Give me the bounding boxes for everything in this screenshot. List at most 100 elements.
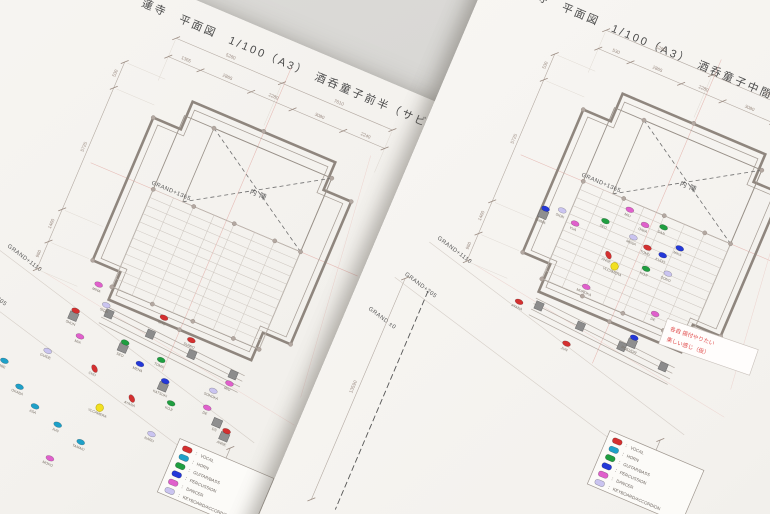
svg-text:VLCAMERA: VLCAMERA xyxy=(87,408,107,420)
performer-marker: ANNE xyxy=(216,428,231,448)
column-dot xyxy=(231,221,237,226)
column-dot xyxy=(150,301,155,307)
svg-text:SHO: SHO xyxy=(157,320,166,327)
performer-marker: SHUN xyxy=(65,307,80,327)
grand-level-label: GRAND+1365 xyxy=(150,180,191,202)
performer-marker: OKABA xyxy=(11,383,25,397)
column-dot xyxy=(288,342,293,347)
column-dot xyxy=(261,129,266,134)
column-dot xyxy=(272,238,278,244)
column-dot xyxy=(150,115,156,120)
svg-text:SEO: SEO xyxy=(116,352,125,359)
svg-text:AYANA: AYANA xyxy=(123,400,136,408)
stair-post xyxy=(144,328,156,340)
performer-marker: SONO xyxy=(660,270,673,283)
svg-text:1460: 1460 xyxy=(477,210,486,222)
column-dot xyxy=(109,284,115,290)
legend-chip-vocal xyxy=(612,437,623,446)
performer-marker: DE xyxy=(650,310,660,323)
svg-text:ROKUDAI: ROKUDAI xyxy=(621,345,638,355)
svg-text:MINA: MINA xyxy=(91,286,101,293)
performer-marker: NARU xyxy=(144,430,156,444)
performer-marker: KOJI xyxy=(164,400,176,412)
performer-marker: JUN xyxy=(51,421,62,434)
performer-marker: MOKO xyxy=(42,455,55,468)
stair-post xyxy=(103,308,115,320)
svg-text:KOJI: KOJI xyxy=(164,405,173,412)
svg-text:SION: SION xyxy=(99,307,109,314)
column-dot xyxy=(539,276,545,282)
svg-text:ANNE: ANNE xyxy=(601,257,612,265)
column-dot xyxy=(231,336,236,341)
performer-marker: MENA xyxy=(625,234,638,247)
column-dot xyxy=(191,204,197,209)
svg-text:2280: 2280 xyxy=(268,92,280,101)
svg-text:SUMIO: SUMIO xyxy=(183,342,196,350)
svg-text:2280: 2280 xyxy=(698,84,710,93)
column-dot xyxy=(348,199,354,204)
column-dot xyxy=(621,196,627,201)
legend-chip-vocal xyxy=(182,445,193,454)
performer-marker: VLCAMERA xyxy=(87,403,108,420)
grand-level-label: GRAND+205 xyxy=(0,280,8,308)
performer-marker: SHIMA xyxy=(534,205,550,225)
performer-marker: YUA xyxy=(569,220,580,233)
column-dot xyxy=(620,310,626,316)
performer-marker: ABE xyxy=(0,357,9,370)
column-dot xyxy=(90,257,96,263)
svg-text:内陣: 内陣 xyxy=(679,179,701,195)
performer-marker: MINA xyxy=(91,281,103,294)
column-dot xyxy=(177,327,182,333)
svg-text:AYANA: AYANA xyxy=(511,303,524,311)
performer-marker: AYANA xyxy=(123,394,136,408)
performer-marker: TOMA xyxy=(153,356,166,370)
svg-text:3080: 3080 xyxy=(314,112,326,121)
performer-marker: SION xyxy=(555,207,567,220)
svg-text:DE: DE xyxy=(202,410,209,416)
svg-text:MUROKA: MUROKA xyxy=(576,287,593,297)
performer-marker: MUROKA xyxy=(576,283,593,298)
svg-text:SHIMA: SHIMA xyxy=(534,217,547,225)
svg-text:1365: 1365 xyxy=(180,55,192,64)
legend: ： VOCAL： HORN： GUITAR/BASS： PERCUSSION： … xyxy=(156,438,275,514)
legend-chip-percussion xyxy=(171,470,182,479)
performer-marker: MIU xyxy=(624,206,635,219)
svg-text:MIU: MIU xyxy=(624,212,632,218)
svg-text:JUN: JUN xyxy=(560,346,568,353)
svg-text:2865: 2865 xyxy=(222,73,234,82)
svg-text:TOMU: TOMU xyxy=(639,249,651,257)
performer-marker: GUIDE xyxy=(39,347,52,361)
stair-post xyxy=(657,361,669,373)
svg-text:530: 530 xyxy=(612,48,621,56)
svg-text:MENA: MENA xyxy=(625,239,637,247)
performer-marker: JUN xyxy=(560,340,571,353)
svg-text:13590: 13590 xyxy=(348,379,359,394)
performer-marker: MIU xyxy=(223,380,234,392)
svg-text:MIKA: MIKA xyxy=(673,250,683,257)
svg-text:5725: 5725 xyxy=(510,133,519,145)
stair-post xyxy=(533,300,545,312)
stair-post xyxy=(186,348,198,361)
column-dot xyxy=(211,125,217,131)
svg-text:KOJI: KOJI xyxy=(639,271,648,278)
camera-marker xyxy=(95,403,104,412)
column-dot xyxy=(661,213,667,218)
svg-text:TOMA: TOMA xyxy=(153,362,165,370)
performer-marker: AYANA xyxy=(511,298,524,312)
svg-text:OKABA: OKABA xyxy=(11,388,25,397)
performer-marker: SEO xyxy=(599,218,610,230)
performer-marker: MIA xyxy=(74,333,85,345)
svg-text:VLCAMERA: VLCAMERA xyxy=(602,266,622,278)
svg-text:SEO: SEO xyxy=(599,223,608,230)
column-dot xyxy=(607,319,612,325)
performer-marker: DS xyxy=(211,417,224,433)
svg-text:DS: DS xyxy=(211,427,218,433)
performer-marker: TOMU xyxy=(639,244,652,257)
performer-marker: OIWA xyxy=(638,221,650,234)
svg-text:ANNE: ANNE xyxy=(216,440,227,448)
column-dot xyxy=(190,318,196,324)
grand-level-label: GRAND+1365 xyxy=(580,172,621,194)
svg-text:KUDO: KUDO xyxy=(655,257,666,265)
